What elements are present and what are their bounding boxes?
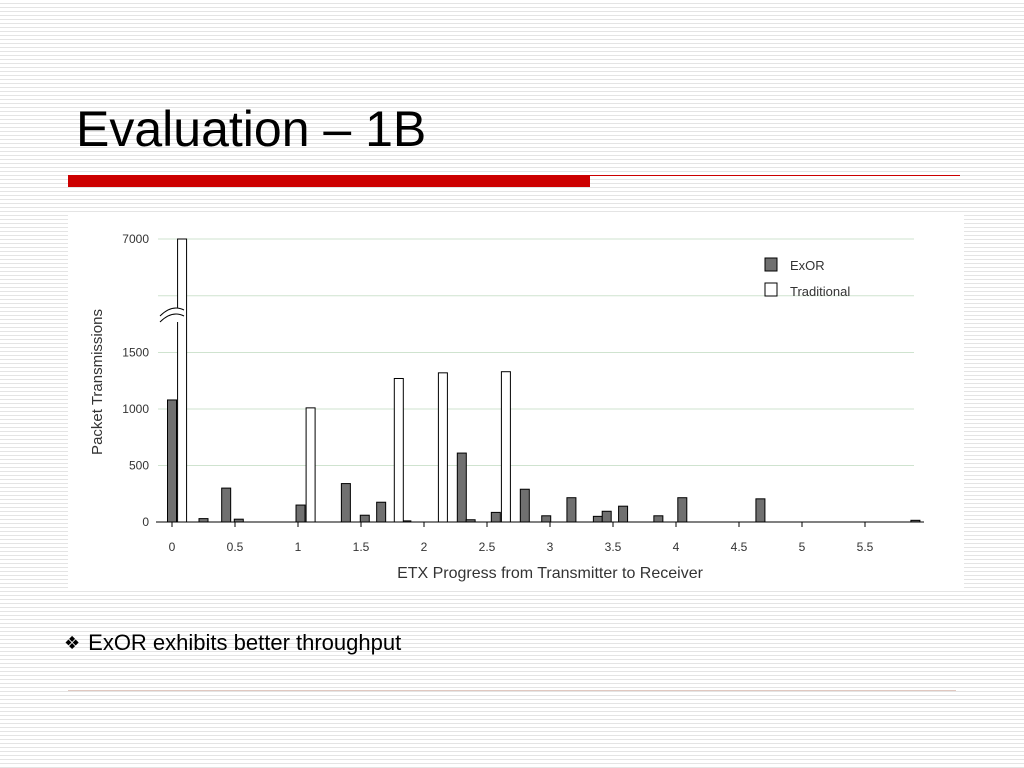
bar-exor (295, 504, 306, 523)
bar-exor (221, 487, 232, 523)
legend-swatch-exor (764, 257, 778, 272)
x-tick-label: 2 (421, 540, 428, 554)
x-tick-label: 5 (799, 540, 806, 554)
x-tick-label: 3.5 (605, 540, 622, 554)
axis-break-mark (158, 307, 186, 323)
legend-swatch-traditional (764, 282, 778, 297)
bar-exor (618, 505, 629, 523)
bar-exor (359, 514, 370, 523)
bar-traditional (305, 407, 316, 523)
x-tick-label: 1.5 (353, 540, 370, 554)
bar-exor (198, 518, 209, 523)
y-tick-label: 1500 (122, 346, 149, 360)
bar-exor (566, 497, 577, 523)
title-underline-thick (68, 175, 590, 187)
diamond-bullet-icon: ❖ (64, 632, 81, 654)
bar-exor (167, 399, 177, 523)
x-tick-labels: 0 0.5 1 1.5 2 2.5 3 3.5 4 4.5 5 5.5 (169, 522, 874, 554)
bullet-text: ExOR exhibits better throughput (88, 630, 402, 655)
bar-exor (653, 515, 664, 523)
bar-exor (456, 452, 467, 523)
bar-exor (677, 497, 688, 523)
x-axis-label: ETX Progress from Transmitter to Receive… (397, 565, 704, 582)
bar-traditional (437, 372, 448, 523)
bars (167, 238, 921, 523)
x-tick-label: 3 (547, 540, 554, 554)
bar-exor (592, 515, 603, 523)
y-axis-label: Packet Transmissions (89, 309, 106, 455)
x-tick-label: 2.5 (479, 540, 496, 554)
x-tick-label: 4 (673, 540, 680, 554)
chart-panel: 0 500 1000 1500 7000 0 0.5 1 1.5 2 2.5 3 3.5 4 4.5 5 5.… (68, 212, 964, 590)
x-tick-label: 4.5 (731, 540, 748, 554)
bar-traditional (500, 371, 511, 523)
bar-exor (541, 515, 552, 523)
x-tick-label: 0 (169, 540, 176, 554)
bar-exor (755, 498, 766, 523)
gridlines (158, 238, 914, 466)
y-tick-labels: 0 500 1000 1500 7000 (122, 232, 149, 529)
title-underline-thin (590, 175, 960, 176)
y-tick-label: 0 (142, 515, 149, 529)
y-tick-label: 1000 (122, 402, 149, 416)
bar-exor (340, 483, 351, 523)
bar-exor (376, 501, 387, 523)
y-tick-label: 7000 (122, 232, 149, 246)
bar-traditional (177, 238, 188, 523)
bar-traditional (393, 377, 404, 523)
x-tick-label: 0.5 (227, 540, 244, 554)
footer-divider (68, 690, 956, 691)
slide-title: Evaluation – 1B (76, 101, 427, 157)
legend: ExOR Traditional (764, 257, 850, 299)
bar-chart: 0 500 1000 1500 7000 0 0.5 1 1.5 2 2.5 3 3.5 4 4.5 5 5.… (89, 232, 924, 582)
y-tick-label: 500 (129, 459, 149, 473)
bar-exor (490, 511, 501, 523)
x-tick-label: 1 (295, 540, 302, 554)
legend-label-traditional: Traditional (790, 284, 850, 299)
legend-label-exor: ExOR (790, 258, 825, 273)
bar-exor (601, 510, 612, 523)
bullet-item: ❖ ExOR exhibits better throughput (64, 630, 401, 656)
bar-exor (519, 488, 530, 523)
x-tick-label: 5.5 (857, 540, 874, 554)
